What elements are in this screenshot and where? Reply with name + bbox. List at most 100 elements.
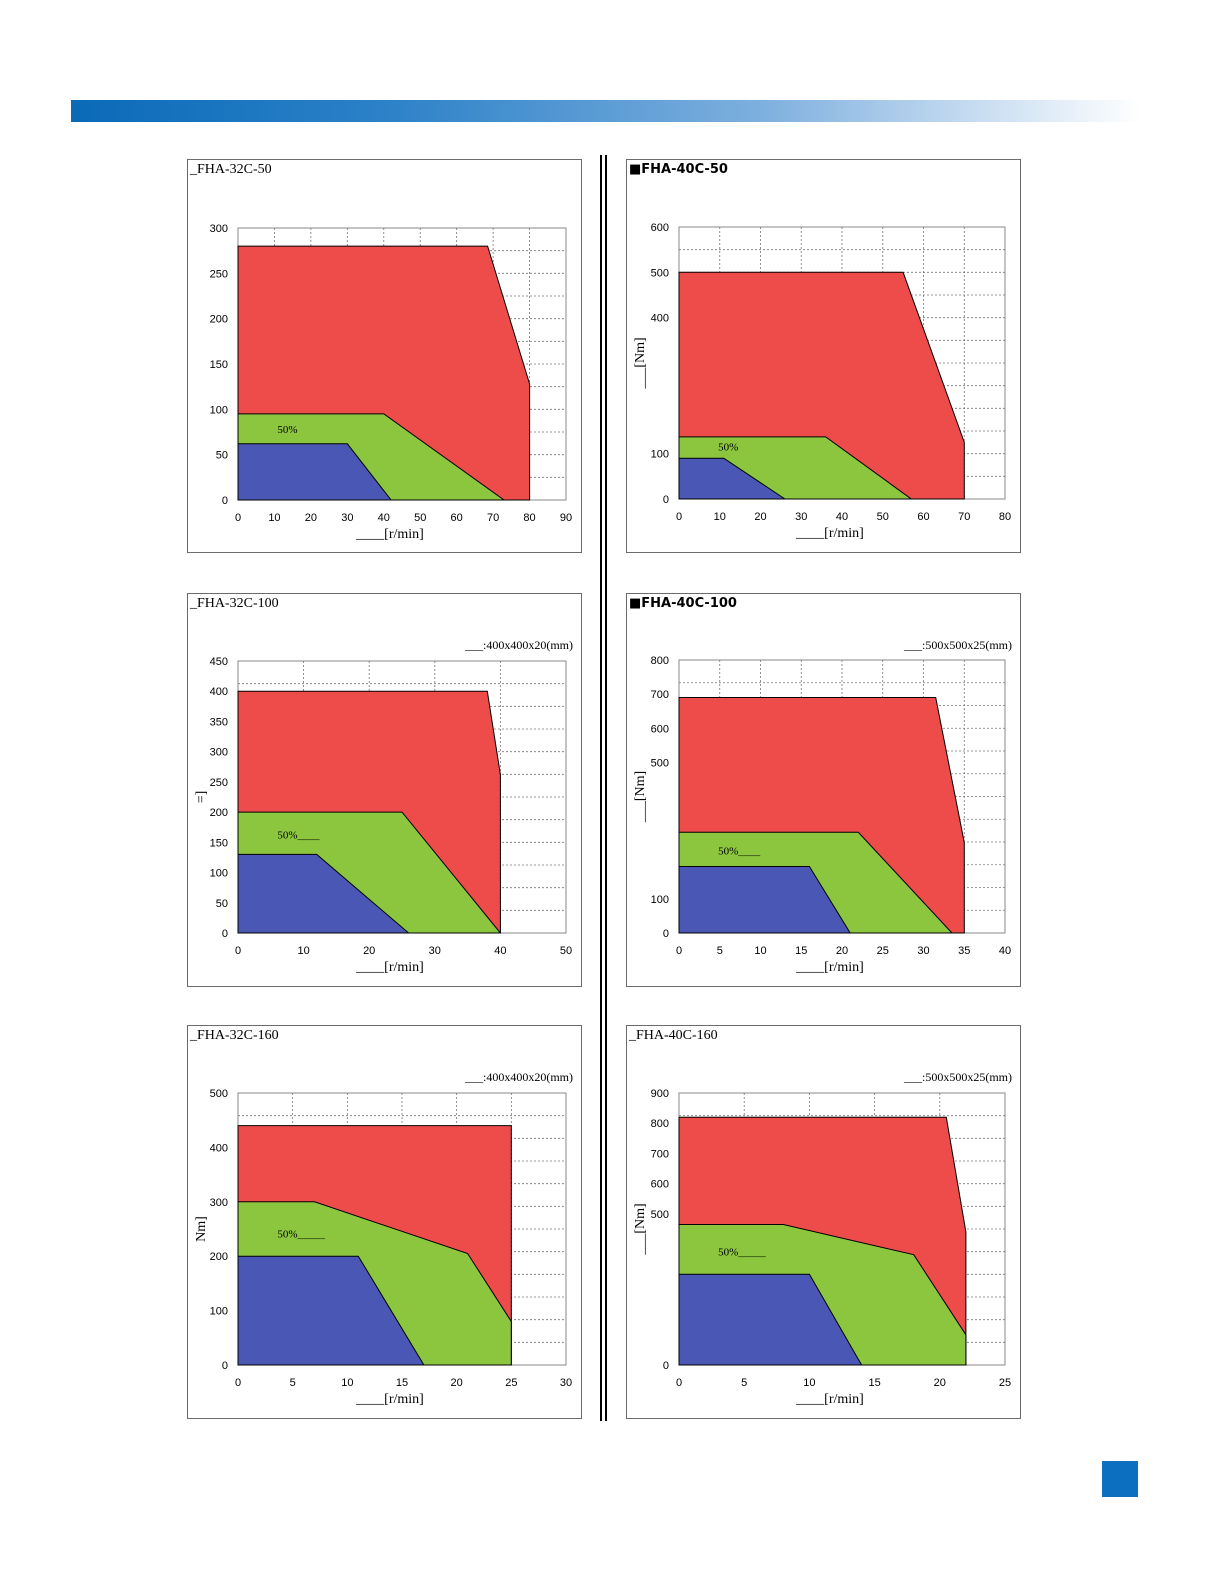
y-tick-label: 150: [210, 359, 228, 371]
y-tick-label: 400: [210, 686, 228, 698]
chart-svg: 50%_____ 0 5 10 15 20 25 0 500 600 700 800 900 ____[r…: [633, 1088, 1011, 1407]
continuous-zone: [237, 443, 393, 501]
y-tick-label: 100: [210, 868, 228, 880]
y-axis-label: ___[Nm]: [633, 1203, 648, 1255]
x-tick-label: 5: [290, 1377, 296, 1389]
x-tick-label: 40: [999, 945, 1011, 957]
y-tick-label: 0: [222, 928, 228, 940]
y-axis-label: ___[Nm]: [633, 337, 648, 389]
y-axis-label: Nm]: [194, 1216, 209, 1242]
x-tick-label: 20: [836, 945, 848, 957]
heatsink-condition-label: ___:500x500x25(mm): [904, 1070, 1012, 1084]
y-tick-label: 100: [651, 449, 669, 461]
x-tick-label: 20: [451, 1377, 463, 1389]
y-tick-label: 300: [210, 223, 228, 235]
y-tick-label: 500: [210, 1088, 228, 1100]
x-axis-label: ____[r/min]: [795, 960, 864, 975]
y-tick-label: 200: [210, 1251, 228, 1263]
x-tick-label: 15: [795, 945, 807, 957]
chart-panel-fha-32c-50: _FHA-32C-50 50% 0 10 20 30 40 50 60 70 80 90 0 50 100 1…: [187, 159, 582, 553]
x-tick-label: 50: [414, 512, 426, 524]
chart-svg: 50% 0 10 20 30 40 50 60 70 80 90 0 50 100 150 200 250 300…: [210, 223, 572, 542]
chart-panel-fha-32c-100: _FHA-32C-100 ___:400x400x20(mm) 50%____ 0 10…: [187, 593, 582, 987]
y-tick-label: 0: [663, 928, 669, 940]
y-tick-label: 700: [651, 1148, 669, 1160]
x-tick-label: 20: [305, 512, 317, 524]
y-tick-label: 0: [663, 494, 669, 506]
x-tick-label: 60: [451, 512, 463, 524]
x-tick-label: 30: [560, 1377, 572, 1389]
y-axis-label: ___[Nm]: [633, 771, 648, 823]
chart-panel-fha-40c-50: ■FHA-40C-50 50% 0 10 20 30 40 50 60 70 80 0 100 400 50…: [626, 159, 1021, 553]
x-tick-label: 0: [676, 1377, 682, 1389]
x-tick-label: 10: [754, 945, 766, 957]
y-tick-label: 50: [216, 898, 228, 910]
x-tick-label: 0: [235, 512, 241, 524]
y-tick-label: 0: [222, 495, 228, 507]
y-tick-label: 400: [651, 313, 669, 325]
x-tick-label: 30: [795, 511, 807, 523]
x-axis-label: ____[r/min]: [355, 960, 424, 975]
heatsink-condition-label: ___:400x400x20(mm): [465, 1070, 573, 1084]
x-tick-label: 30: [917, 945, 929, 957]
y-tick-label: 600: [651, 723, 669, 735]
x-tick-label: 40: [378, 512, 390, 524]
x-tick-label: 10: [803, 1377, 815, 1389]
chart-title: _FHA-32C-50: [190, 162, 272, 177]
x-tick-label: 35: [958, 945, 970, 957]
duty50-zone-label: 50%_____: [277, 1229, 325, 1241]
x-tick-label: 15: [868, 1377, 880, 1389]
x-tick-label: 30: [429, 945, 441, 957]
x-tick-label: 70: [958, 511, 970, 523]
chart-svg: 50%____ 0 10 20 30 40 50 0 50 100 150 200 250 300 350 4…: [194, 656, 572, 975]
y-tick-label: 300: [210, 747, 228, 759]
y-tick-label: 200: [210, 807, 228, 819]
x-tick-label: 80: [999, 511, 1011, 523]
y-tick-label: 150: [210, 837, 228, 849]
chart-panel-fha-40c-160: _FHA-40C-160 ___:500x500x25(mm) 50%_____ 0 5…: [626, 1025, 1021, 1419]
y-tick-label: 800: [651, 1118, 669, 1130]
heatsink-condition-label: ___:400x400x20(mm): [465, 638, 573, 652]
y-tick-label: 50: [216, 450, 228, 462]
x-tick-label: 0: [235, 1377, 241, 1389]
chart-panel-fha-32c-160: _FHA-32C-160 ___:400x400x20(mm) 50%_____ 0 5…: [187, 1025, 582, 1419]
column-divider-left-line: [600, 155, 602, 1421]
continuous-zone: [678, 1273, 863, 1366]
y-tick-label: 600: [651, 222, 669, 234]
y-tick-label: 800: [651, 655, 669, 667]
x-tick-label: 70: [487, 512, 499, 524]
x-tick-label: 25: [877, 945, 889, 957]
x-tick-label: 90: [560, 512, 572, 524]
y-tick-label: 0: [222, 1360, 228, 1372]
x-tick-label: 5: [741, 1377, 747, 1389]
x-tick-label: 10: [297, 945, 309, 957]
y-tick-label: 900: [651, 1088, 669, 1100]
x-tick-label: 40: [494, 945, 506, 957]
chart-title: _FHA-32C-100: [190, 596, 279, 611]
x-tick-label: 60: [917, 511, 929, 523]
y-tick-label: 300: [210, 1197, 228, 1209]
chart-panel-fha-40c-100: ■FHA-40C-100 ___:500x500x25(mm) 50%____ 0 5 1…: [626, 593, 1021, 987]
continuous-zone: [678, 457, 787, 500]
duty50-zone-label: 50%____: [718, 845, 761, 857]
x-axis-label: ____[r/min]: [795, 526, 864, 541]
chart-title: ■FHA-40C-100: [629, 596, 737, 611]
header-banner: [71, 100, 1141, 122]
y-tick-label: 700: [651, 689, 669, 701]
x-tick-label: 20: [934, 1377, 946, 1389]
column-divider-right-line: [605, 155, 607, 1421]
x-tick-label: 0: [676, 511, 682, 523]
continuous-zone: [237, 853, 410, 934]
y-tick-label: 350: [210, 716, 228, 728]
x-tick-label: 50: [877, 511, 889, 523]
y-tick-label: 450: [210, 656, 228, 668]
y-tick-label: 100: [210, 404, 228, 416]
duty50-zone-label: 50%: [718, 442, 738, 454]
y-tick-label: 250: [210, 777, 228, 789]
duty50-zone-label: 50%: [277, 424, 297, 436]
x-tick-label: 80: [523, 512, 535, 524]
x-axis-label: ____[r/min]: [355, 1392, 424, 1407]
y-tick-label: 250: [210, 268, 228, 280]
heatsink-condition-label: ___:500x500x25(mm): [904, 638, 1012, 652]
x-axis-label: ____[r/min]: [795, 1392, 864, 1407]
